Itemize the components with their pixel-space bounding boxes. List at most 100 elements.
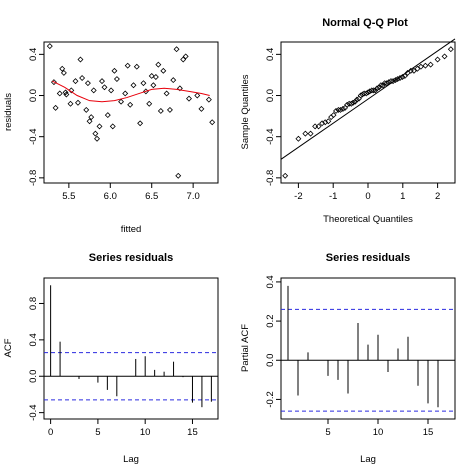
data-point	[422, 62, 429, 69]
x-axis: 0 5 10 15	[48, 419, 198, 438]
data-point	[75, 99, 81, 106]
y-tick-label: 0.4	[28, 48, 39, 61]
data-point	[353, 96, 360, 103]
x-axis: -2 -1 0 1 2	[294, 183, 440, 202]
y-axis: -0.8 -0.4 0.0 0.4	[265, 48, 281, 186]
data-point	[150, 82, 157, 89]
data-point	[46, 43, 53, 50]
data-point	[79, 75, 86, 81]
data-point	[397, 75, 403, 81]
data-point	[205, 96, 212, 103]
data-point	[101, 84, 108, 91]
data-point	[176, 85, 183, 92]
data-point	[325, 118, 332, 125]
data-point	[60, 69, 67, 76]
data-point	[104, 112, 111, 119]
data-point	[337, 106, 344, 113]
data-point	[175, 172, 182, 179]
data-point	[302, 130, 309, 137]
data-point	[122, 90, 129, 97]
data-point	[370, 87, 377, 94]
y-tick-label: 0.2	[265, 314, 276, 327]
data-point	[282, 172, 289, 179]
x-tick-label: 15	[423, 427, 434, 438]
data-point	[63, 91, 70, 98]
data-point	[312, 123, 319, 130]
data-point	[111, 67, 118, 74]
data-marks	[44, 285, 218, 408]
data-point	[96, 123, 103, 130]
data-point	[148, 72, 155, 79]
data-point	[350, 99, 357, 106]
data-point	[365, 89, 371, 96]
data-point	[330, 112, 337, 119]
y-tick-label: -0.4	[265, 128, 276, 144]
data-point	[401, 72, 408, 79]
y-axis: -0.8 -0.4 0.0 0.4	[28, 48, 44, 186]
data-point	[410, 67, 417, 74]
plot-frame	[280, 277, 456, 420]
data-point	[374, 85, 381, 92]
data-point	[357, 92, 364, 99]
data-point	[124, 62, 131, 69]
reference-line	[280, 38, 456, 160]
x-tick-label: 2	[435, 191, 440, 202]
chart-title: Series residuals	[326, 252, 410, 264]
smooth-line	[52, 80, 210, 103]
x-tick-label: 0	[48, 427, 53, 438]
data-point	[348, 100, 355, 107]
data-point	[68, 87, 75, 94]
data-point	[92, 130, 99, 137]
data-point	[427, 61, 434, 68]
y-tick-label: -0.2	[265, 391, 276, 407]
data-point	[90, 87, 97, 94]
y-tick-label: 0.0	[265, 354, 276, 367]
data-point	[379, 82, 386, 89]
data-point	[447, 46, 454, 53]
data-point	[319, 120, 326, 127]
pacf-panel: Series residuals 5 10 15 -0.2 0.0 0.2 0.4 Lag…	[240, 252, 456, 465]
y-axis-label: Sample Quantiles	[240, 74, 251, 149]
y-axis-label: Partial ACF	[240, 324, 251, 372]
data-point	[295, 135, 302, 142]
data-marks	[280, 38, 456, 179]
y-tick-label: 0.0	[28, 89, 39, 102]
data-point	[72, 78, 79, 85]
data-point	[170, 77, 177, 84]
x-axis: 5 10 15	[325, 419, 433, 438]
data-point	[363, 90, 370, 97]
x-tick-label: 10	[373, 427, 384, 438]
data-point	[383, 80, 390, 87]
data-point	[113, 76, 120, 83]
x-axis-label: Theoretical Quantiles	[323, 214, 413, 225]
data-point	[99, 78, 105, 85]
data-point	[180, 56, 187, 63]
data-point	[62, 89, 69, 96]
data-point	[94, 135, 100, 142]
data-point	[194, 92, 201, 99]
y-axis: -0.2 0.0 0.2 0.4	[265, 275, 281, 408]
data-point	[333, 107, 339, 114]
chart-title: Series residuals	[89, 252, 173, 264]
x-tick-label: 6.0	[104, 191, 117, 202]
y-tick-label: 0.0	[28, 370, 39, 383]
data-point	[86, 118, 93, 125]
data-point	[335, 106, 342, 113]
data-point	[434, 56, 441, 63]
data-point	[394, 76, 401, 83]
data-point	[186, 95, 192, 102]
data-point	[182, 53, 189, 60]
data-point	[137, 120, 144, 127]
x-tick-label: 5	[325, 427, 330, 438]
data-point	[67, 100, 74, 107]
x-tick-label: 7.0	[187, 191, 200, 202]
data-point	[77, 56, 84, 63]
data-point	[352, 98, 359, 105]
x-tick-label: 5	[95, 427, 100, 438]
data-point	[118, 98, 125, 105]
data-point	[155, 61, 162, 68]
data-point	[198, 105, 205, 112]
data-marks	[281, 285, 455, 412]
data-point	[307, 130, 314, 137]
data-point	[163, 90, 170, 97]
